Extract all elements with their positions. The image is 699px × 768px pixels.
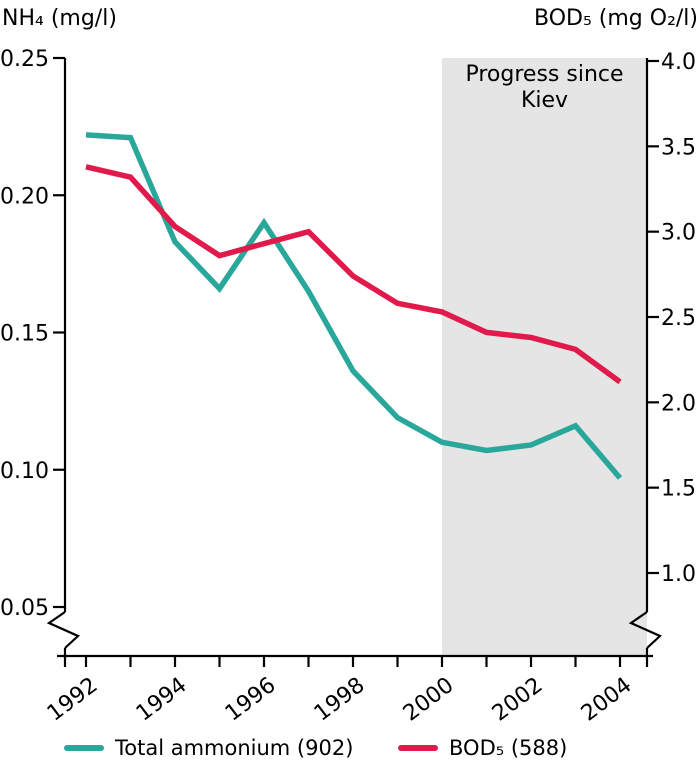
y-axis-tick-label-right: 4.0	[661, 50, 696, 75]
x-axis-tick-label: 1994	[132, 673, 192, 727]
y-axis-tick-label-right: 3.0	[661, 221, 696, 246]
x-axis-tick-label: 2000	[399, 673, 459, 727]
right-axis-title: BOD₅ (mg O₂/l)	[534, 6, 698, 31]
legend-label-total-ammonium: Total ammonium (902)	[115, 736, 354, 760]
y-axis-tick-label-right: 2.0	[661, 391, 696, 416]
left-axis-title: NH₄ (mg/l)	[2, 6, 117, 31]
legend-swatch-total-ammonium	[64, 745, 104, 751]
x-axis-tick-label: 1996	[221, 673, 281, 727]
y-axis-tick-label-left: 0.05	[0, 596, 49, 621]
left-axis-break-mark	[46, 611, 80, 649]
y-axis-tick-label-left: 0.15	[0, 322, 49, 347]
x-axis-tick-label: 2002	[488, 673, 548, 727]
legend-swatch-bod5	[398, 745, 438, 751]
y-axis-tick-label-left: 0.25	[0, 47, 49, 72]
y-axis-tick-label-right: 1.0	[661, 562, 696, 587]
y-axis-tick-label-left: 0.20	[0, 184, 49, 209]
x-axis-tick-label: 1998	[310, 673, 370, 727]
legend-item-bod5: BOD₅ (588)	[398, 736, 567, 760]
x-axis-tick-label: 1992	[43, 673, 103, 727]
legend-item-total-ammonium: Total ammonium (902)	[64, 736, 353, 760]
shaded-region-label: Progress since Kiev	[465, 62, 624, 113]
y-axis-tick-label-right: 3.5	[661, 135, 696, 160]
series-line-bod5	[85, 164, 622, 385]
series-line-total-ammonium	[85, 132, 623, 480]
y-axis-tick-label-left: 0.10	[0, 459, 49, 484]
y-axis-tick-label-right: 1.5	[661, 477, 696, 502]
shaded-region	[442, 58, 647, 656]
y-axis-tick-label-right: 2.5	[661, 306, 696, 331]
legend-label-bod5: BOD₅ (588)	[449, 736, 568, 760]
right-axis-break-mark	[628, 611, 662, 649]
x-axis-tick-label: 2004	[577, 673, 637, 727]
